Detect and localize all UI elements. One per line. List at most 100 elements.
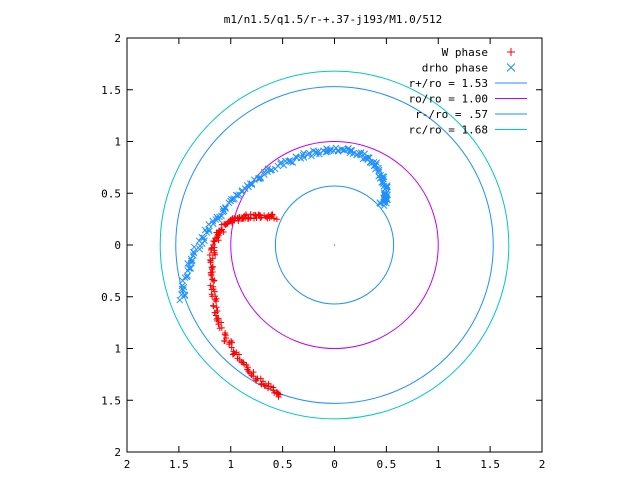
w-phase-point: [218, 319, 225, 326]
drho-phase-point: [380, 199, 388, 206]
w-phase-point: [212, 309, 219, 316]
drho-phase-point: [375, 166, 383, 174]
w-phase-point: [230, 348, 237, 355]
w-phase-point: [213, 295, 220, 302]
w-phase-point: [229, 351, 236, 358]
drho-phase-point: [178, 291, 185, 299]
w-phase-point: [212, 251, 219, 258]
w-phase-point: [273, 216, 280, 223]
drho-phase-point: [364, 154, 372, 161]
legend-label: W phase: [442, 46, 488, 59]
drho-phase-point: [286, 157, 294, 164]
drho-phase-point: [219, 205, 227, 213]
y-tick-label: 2: [114, 32, 121, 45]
w-phase-point: [210, 241, 217, 248]
w-phase-point: [214, 231, 221, 238]
legend-label: ro/ro = 1.00: [409, 93, 488, 106]
drho-phase-point: [186, 264, 194, 272]
y-tick-label: 1: [114, 136, 121, 149]
drho-phase-point: [216, 213, 223, 221]
w-phase-point: [208, 244, 215, 251]
w-phase-point: [215, 232, 222, 239]
drho-phase-point: [190, 249, 198, 257]
drho-phase-point: [312, 148, 320, 156]
drho-phase-point: [248, 181, 256, 189]
x-tick-label: 1: [435, 458, 442, 471]
y-tick-label: 0.5: [101, 187, 121, 200]
drho-phase-point: [200, 234, 208, 242]
point-series: [176, 144, 391, 400]
legend-label: r+/ro = 1.53: [409, 77, 488, 90]
x-tick-label: 2: [124, 458, 131, 471]
w-phase-point: [212, 235, 219, 242]
w-phase-point: [261, 382, 268, 389]
w-phase-point: [227, 218, 234, 225]
drho-phase-point: [248, 180, 256, 187]
x-tick-label: 1.5: [169, 458, 189, 471]
x-tick-label: 1: [227, 458, 234, 471]
w-phase-point: [209, 263, 216, 270]
w-phase-point: [209, 255, 216, 262]
W-phase-markers: [206, 211, 283, 400]
circle-ro: [230, 141, 439, 349]
w-phase-point: [233, 349, 240, 356]
w-phase-point: [207, 282, 214, 289]
drho-phase-point: [183, 273, 191, 281]
drho-phase-point: [383, 182, 391, 189]
drho-phase-point: [347, 147, 355, 154]
drho-phase-point: [187, 265, 195, 272]
w-phase-point: [211, 288, 218, 295]
drho-phase-point: [340, 146, 347, 154]
drho-phase-point: [355, 149, 363, 157]
w-phase-point: [213, 304, 220, 311]
drho-phase-point: [357, 149, 365, 156]
y-tick-label: 0.5: [101, 291, 121, 304]
circle-r-: [274, 185, 395, 305]
drho-phase-point: [285, 157, 292, 165]
axis-ticks: 2 1.5 1 0.5 0 0.5 1 1.5 221.510.500.511.52: [101, 32, 545, 471]
w-phase-point: [271, 215, 278, 222]
drho-phase-point: [218, 212, 225, 220]
x-tick-label: 0.5: [376, 458, 396, 471]
w-phase-point: [210, 302, 217, 309]
w-phase-point: [234, 355, 241, 362]
y-tick-label: 1.5: [101, 84, 121, 97]
legend-label: r-/ro = .57: [415, 108, 488, 121]
w-phase-point: [247, 215, 254, 222]
drho-phase-markers: [176, 144, 391, 304]
w-phase-point: [245, 215, 252, 222]
w-phase-point: [206, 251, 213, 258]
legend: W phase drho phase r+/ro = 1.53 ro/ro = 1.0…: [409, 46, 527, 137]
drho-phase-point: [300, 154, 308, 161]
legend-label: drho phase: [422, 62, 488, 75]
drho-phase-point: [190, 243, 198, 251]
legend-swatch: [506, 63, 516, 72]
y-tick-label: 1: [114, 343, 121, 356]
chart-title: m1/n1.5/q1.5/r-+.37-j193/M1.0/512: [224, 13, 443, 26]
x-tick-label: 1.5: [480, 458, 500, 471]
drho-phase-point: [326, 146, 334, 154]
origin-dot: [333, 244, 336, 246]
w-phase-point: [216, 227, 223, 234]
drho-phase-point: [176, 296, 184, 304]
drho-phase-point: [380, 173, 388, 181]
x-tick-label: 0.5: [273, 458, 293, 471]
drho-phase-point: [205, 225, 212, 233]
drho-phase-point: [338, 146, 345, 154]
drho-phase-point: [184, 272, 191, 279]
w-phase-point: [208, 264, 215, 271]
w-phase-point: [262, 382, 269, 389]
w-phase-point: [254, 375, 261, 382]
y-tick-label: 1.5: [101, 394, 121, 407]
circle-rc: [159, 70, 510, 420]
circle-r+: [175, 86, 494, 404]
w-phase-point: [216, 325, 223, 332]
w-phase-point: [222, 221, 229, 228]
w-phase-point: [222, 329, 229, 336]
w-phase-point: [265, 380, 272, 387]
w-phase-point: [210, 283, 217, 290]
circle-series: [159, 70, 510, 420]
drho-phase-point: [222, 205, 229, 212]
legend-label: rc/ro = 1.68: [409, 124, 488, 137]
